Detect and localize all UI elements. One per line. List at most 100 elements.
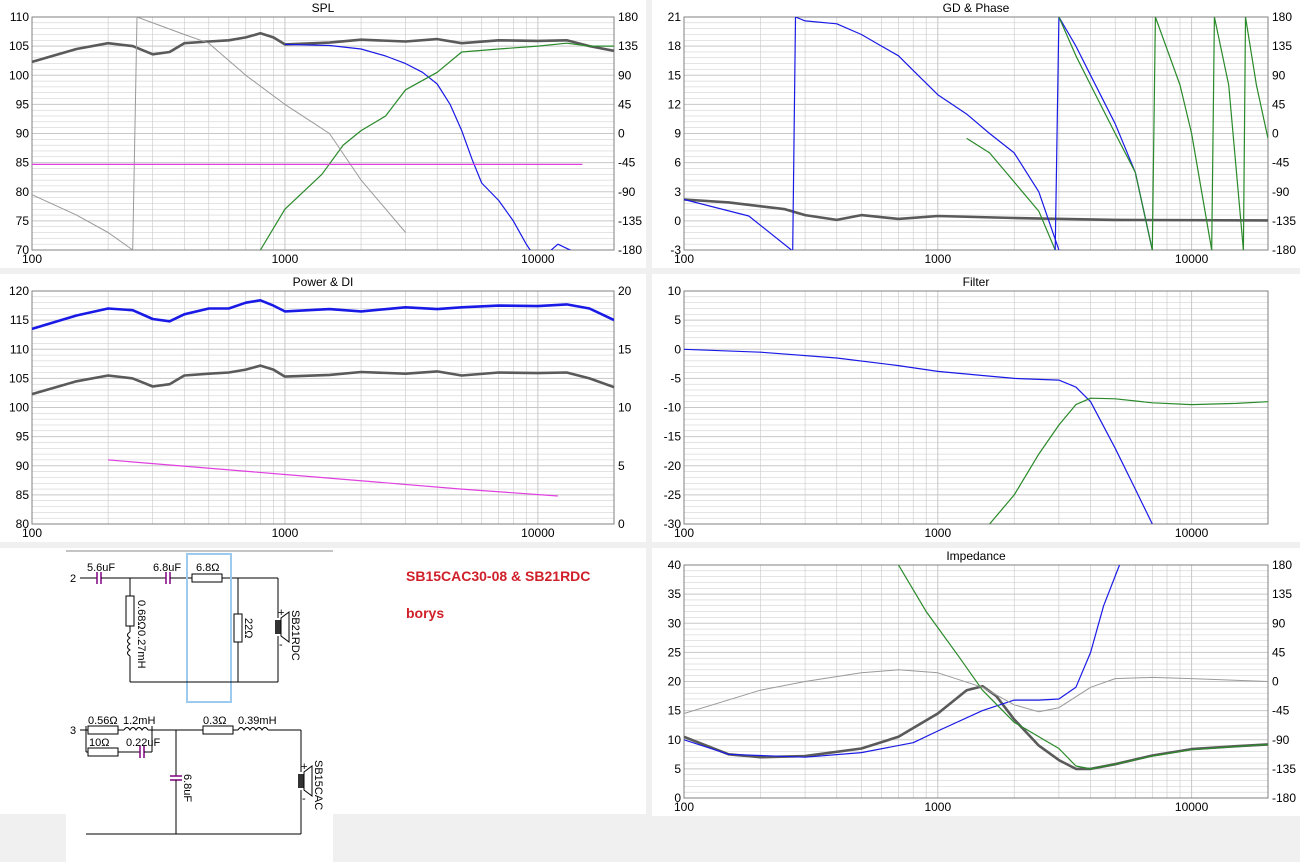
gd-phase-chart-panel: GD & Phase 21 18 15 12 9 6 3 0 -3 180 135 90 45 0 -45 -9… <box>652 0 1300 268</box>
tw-resistor-series[interactable]: 6.8Ω <box>191 562 223 583</box>
power-di-chart: Power & DI120115110105100959085802015105… <box>9 275 632 540</box>
wf-resistor-r3[interactable]: 0.3Ω <box>202 715 234 735</box>
wf-r3-value: 0.3Ω <box>203 715 227 727</box>
gd-y2-tick-label: -90 <box>1272 185 1290 199</box>
filter-y-tick-label: -15 <box>664 430 682 444</box>
imp-x-tick-label: 100 <box>674 800 694 814</box>
spl-y-tick-label: 75 <box>16 214 30 228</box>
spl-y2-tick-label: -135 <box>618 214 642 228</box>
imp-y-tick-label: 10 <box>668 733 682 747</box>
wf-capacitor-shunt[interactable]: 6.8uF <box>170 774 193 802</box>
gd-y-tick-label: 6 <box>674 156 681 170</box>
imp-series-line-1 <box>684 565 1121 758</box>
spl-x-tick-label: 1000 <box>272 252 299 266</box>
power-x-tick-label: 1000 <box>272 526 299 540</box>
spl-y-tick-label: 105 <box>9 39 29 53</box>
filter-title: Filter <box>963 275 990 289</box>
crossover-schematic[interactable]: 2 5.6uF 6.8uF 6.8Ω 0.68Ω <box>0 548 646 862</box>
tw-r-series-value: 6.8Ω <box>196 562 220 574</box>
gd-y2-tick-label: 45 <box>1272 97 1286 111</box>
imp-y2-tick-label: -45 <box>1272 704 1290 718</box>
tw-parallel-resistor[interactable]: 22Ω <box>233 613 254 643</box>
imp-y2-tick-label: 135 <box>1272 587 1292 601</box>
spl-y-tick-label: 100 <box>9 68 29 82</box>
spl-y2-tick-label: 180 <box>618 10 638 24</box>
spl-y-tick-label: 90 <box>16 127 30 141</box>
spl-y2-tick-label: 45 <box>618 97 632 111</box>
filter-y-tick-label: -20 <box>664 459 682 473</box>
tw-r-parallel-value: 22Ω <box>242 618 254 638</box>
tw-shunt-r-value: 0.68Ω <box>135 600 147 630</box>
imp-series-line-3 <box>684 669 1268 714</box>
wf-capacitor-c1[interactable]: 0.22uF <box>126 737 161 758</box>
filter-y-tick-label: -10 <box>664 401 682 415</box>
spl-y2-tick-label: -90 <box>618 185 636 199</box>
wf-driver-label: SB15CAC <box>312 760 324 810</box>
wf-inductor-l1[interactable]: 1.2mH <box>123 715 155 731</box>
spl-y2-tick-label: 90 <box>618 68 632 82</box>
power-y2-tick-label: 15 <box>618 342 632 356</box>
imp-y-tick-label: 20 <box>668 675 682 689</box>
tw-shunt-inductor[interactable]: 0.27mH <box>127 630 148 669</box>
gd-y-tick-label: 0 <box>674 214 681 228</box>
woofer-driver[interactable]: + - SB15CAC <box>298 760 324 810</box>
tw-capacitor-c1[interactable]: 5.6uF <box>87 562 115 584</box>
power-y-tick-label: 115 <box>10 313 29 327</box>
gd-series-line-2 <box>792 17 1060 250</box>
gd-series-group <box>684 17 1268 250</box>
tw-capacitor-c2[interactable]: 6.8uF <box>153 562 181 584</box>
power-y-tick-label: 105 <box>9 371 29 385</box>
wf-resistor-r1[interactable]: 0.56Ω <box>87 715 119 735</box>
gd-y-tick-label: -3 <box>670 243 681 257</box>
imp-y2-tick-label: 0 <box>1272 675 1279 689</box>
spl-chart: SPL 110 105 100 95 90 85 80 75 70 180 135 90 45 0 -45 -9… <box>9 1 642 266</box>
wf-inductor-l2[interactable]: 0.39mH <box>237 715 277 731</box>
wf-plus: + <box>301 761 307 773</box>
gd-series-line-7 <box>1211 17 1244 250</box>
gd-grid <box>683 16 1269 251</box>
impedance-chart-panel: Impedance 40 35 30 25 20 15 10 5 0 180 135 90 45 0 -45 -… <box>652 548 1300 816</box>
gd-series-line-3 <box>966 137 1056 250</box>
wf-resistor-r2[interactable]: 10Ω <box>87 737 119 757</box>
spl-title: SPL <box>312 1 335 15</box>
spl-series-line-3 <box>32 194 133 250</box>
imp-y-tick-label: 35 <box>668 587 682 601</box>
filter-y-tick-label: -30 <box>664 517 682 531</box>
power-title: Power & DI <box>293 275 354 289</box>
imp-x-tick-label: 1000 <box>924 800 951 814</box>
spl-series-line-0 <box>32 31 614 64</box>
power-series-group <box>32 299 614 497</box>
spl-y-tick-label: 80 <box>16 185 30 199</box>
spl-chart-panel: SPL 110 105 100 95 90 85 80 75 70 180 135 90 45 0 -45 -9… <box>0 0 646 268</box>
power-y2-tick-label: 20 <box>618 284 632 298</box>
gd-series-line-1 <box>684 198 792 250</box>
gd-x-tick-label: 1000 <box>924 252 951 266</box>
filter-series-group <box>684 348 1268 524</box>
power-grid <box>31 290 615 525</box>
node-3-label: 3 <box>70 725 76 737</box>
power-plot-frame <box>31 290 615 525</box>
gd-plot-frame <box>683 16 1269 251</box>
wf-r2-value: 10Ω <box>89 737 109 749</box>
wf-r1-value: 0.56Ω <box>88 715 118 727</box>
author-label: borys <box>406 605 445 621</box>
gd-series-line-0 <box>684 198 1268 222</box>
spl-grid <box>31 16 615 251</box>
filter-chart-panel: Filter 10 5 0 -5 -10 -15 -20 -25 -30 100 1000 10000 <box>652 274 1300 542</box>
imp-y-tick-label: 5 <box>674 762 681 776</box>
gd-y2-tick-label: -135 <box>1272 214 1296 228</box>
gd-y-tick-label: 3 <box>674 185 681 199</box>
wf-minus: - <box>302 793 306 805</box>
gd-y2-tick-label: 90 <box>1272 68 1286 82</box>
gd-phase-chart: GD & Phase 21 18 15 12 9 6 3 0 -3 180 135 90 45 0 -45 -9… <box>668 1 1297 266</box>
imp-y2-tick-label: 45 <box>1272 645 1286 659</box>
spl-x-tick-label: 100 <box>22 252 42 266</box>
tweeter-driver[interactable]: + - SB21RDC <box>275 607 301 661</box>
gd-series-line-5 <box>1058 17 1153 250</box>
imp-y-tick-label: 0 <box>674 791 681 805</box>
tw-shunt-resistor[interactable]: 0.68Ω <box>125 595 147 630</box>
impedance-chart: Impedance 40 35 30 25 20 15 10 5 0 180 135 90 45 0 -45 -… <box>668 549 1297 814</box>
spl-series-line-2 <box>259 42 614 250</box>
power-y-tick-label: 110 <box>10 342 29 356</box>
